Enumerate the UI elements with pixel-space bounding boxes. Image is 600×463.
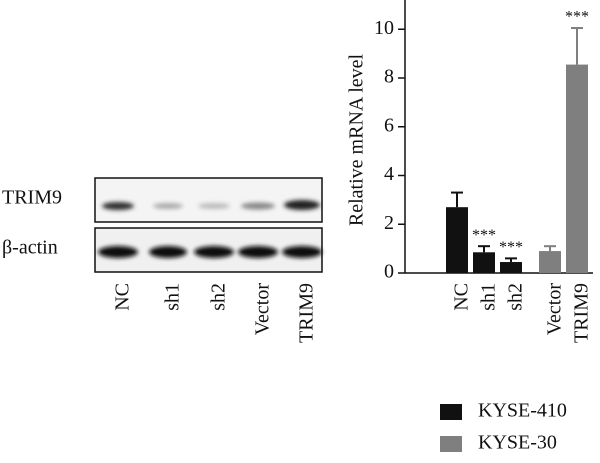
bar xyxy=(446,207,468,273)
lane-label: NC xyxy=(112,283,134,311)
legend-swatch xyxy=(440,436,462,452)
x-tick-label: NC xyxy=(451,283,473,311)
blot-panel xyxy=(94,177,323,223)
bar xyxy=(473,252,495,273)
lane-label: sh2 xyxy=(208,283,230,311)
legend-label: KYSE-30 xyxy=(478,432,557,454)
x-tick-label: TRIM9 xyxy=(571,283,593,343)
significance-label: *** xyxy=(565,9,589,26)
y-axis-label: Relative mRNA level xyxy=(346,53,368,226)
lane-label: sh1 xyxy=(162,283,184,311)
y-tick-label: 6 xyxy=(384,114,394,136)
error-bar xyxy=(571,27,583,65)
blot-row-label: β-actin xyxy=(2,237,58,259)
y-tick-label: 2 xyxy=(384,212,394,234)
lane-label: TRIM9 xyxy=(296,283,318,343)
error-bar xyxy=(505,257,517,263)
legend-swatch xyxy=(440,404,462,420)
blot-row-label: TRIM9 xyxy=(2,187,62,209)
x-tick-label: Vector xyxy=(544,283,566,336)
lane-label: Vector xyxy=(252,283,274,336)
x-tick-label: sh1 xyxy=(478,283,500,311)
bar xyxy=(566,64,588,273)
error-bar xyxy=(544,245,556,252)
significance-label: *** xyxy=(472,227,496,244)
error-bar xyxy=(451,191,463,208)
y-tick-label: 0 xyxy=(384,261,394,283)
y-tick-label: 8 xyxy=(384,66,394,88)
significance-label: *** xyxy=(499,239,523,256)
error-bar xyxy=(478,245,490,253)
x-tick-label: sh2 xyxy=(505,283,527,311)
y-tick-label: 4 xyxy=(384,163,394,185)
bar xyxy=(539,251,561,273)
legend-label: KYSE-410 xyxy=(478,400,567,422)
y-tick-label: 10 xyxy=(374,17,394,39)
blot-bands xyxy=(98,200,322,258)
bar xyxy=(500,262,522,273)
